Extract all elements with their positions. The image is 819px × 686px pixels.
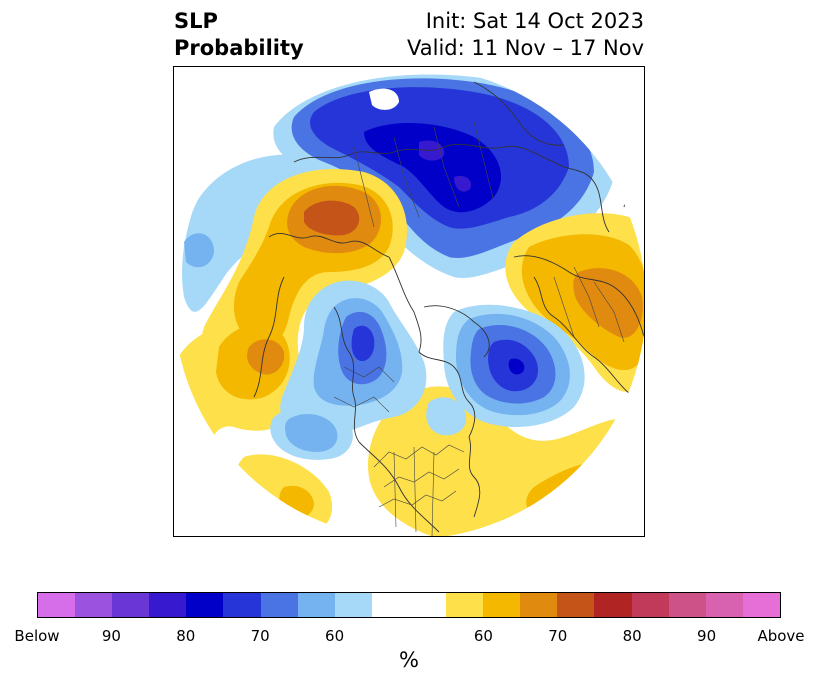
political-borders (333, 121, 625, 536)
colorbar-segment (557, 593, 595, 617)
colorbar-segment (223, 593, 261, 617)
colorbar-segment (742, 593, 780, 617)
colorbar-segment (705, 593, 743, 617)
colorbar-segment (260, 593, 298, 617)
below-95-region-arctic-2 (454, 175, 472, 192)
above-70-region-pacific (247, 339, 285, 375)
below-60-region-west-atlantic (426, 397, 467, 436)
colorbar-segment (594, 593, 632, 617)
colorbar-tick-label: 70 (548, 627, 568, 645)
colorbar-segment (483, 593, 521, 617)
colorbar-segment (112, 593, 150, 617)
colorbar-segment (334, 593, 372, 617)
title-product: Probability (174, 36, 304, 60)
colorbar-segment (520, 593, 558, 617)
init-date: Init: Sat 14 Oct 2023 (425, 9, 644, 33)
colorbar-segment (371, 593, 447, 617)
colorbar-segment (297, 593, 335, 617)
colorbar-tick-label: 90 (697, 627, 717, 645)
below-70-region-pacific-northeast (285, 414, 338, 452)
colorbar-segment (446, 593, 484, 617)
colorbar-tick-label: 60 (473, 627, 493, 645)
colorbar-segment (38, 593, 76, 617)
map-title: SLP Probability (174, 8, 304, 62)
colorbar-tick-label: 80 (622, 627, 642, 645)
probability-colorbar (37, 592, 781, 618)
colorbar-segment (668, 593, 706, 617)
polar-projection-map (174, 67, 644, 536)
probability-map (173, 66, 645, 537)
valid-range: Valid: 11 Nov – 17 Nov (407, 36, 644, 60)
colorbar-segment (75, 593, 113, 617)
colorbar-segment (149, 593, 187, 617)
colorbar-tick-label: Below (14, 627, 60, 645)
below-70-region-west (184, 233, 214, 268)
below-85-region-canada (351, 325, 375, 362)
title-variable: SLP (174, 9, 218, 33)
colorbar-segment (186, 593, 224, 617)
colorbar-tick-label: 70 (250, 627, 270, 645)
colorbar-segment (631, 593, 669, 617)
colorbar-tick-label: 60 (325, 627, 345, 645)
above-75-region-northwest (304, 200, 360, 236)
below-90-region-north-atlantic (508, 358, 525, 375)
map-dates: Init: Sat 14 Oct 2023 Valid: 11 Nov – 17… (407, 8, 644, 62)
colorbar-tick-label: 90 (101, 627, 121, 645)
white-gap-arctic (369, 88, 399, 110)
colorbar-unit-label: % (399, 648, 419, 672)
colorbar-tick-label: 80 (176, 627, 196, 645)
colorbar-tick-label: Above (757, 627, 805, 645)
